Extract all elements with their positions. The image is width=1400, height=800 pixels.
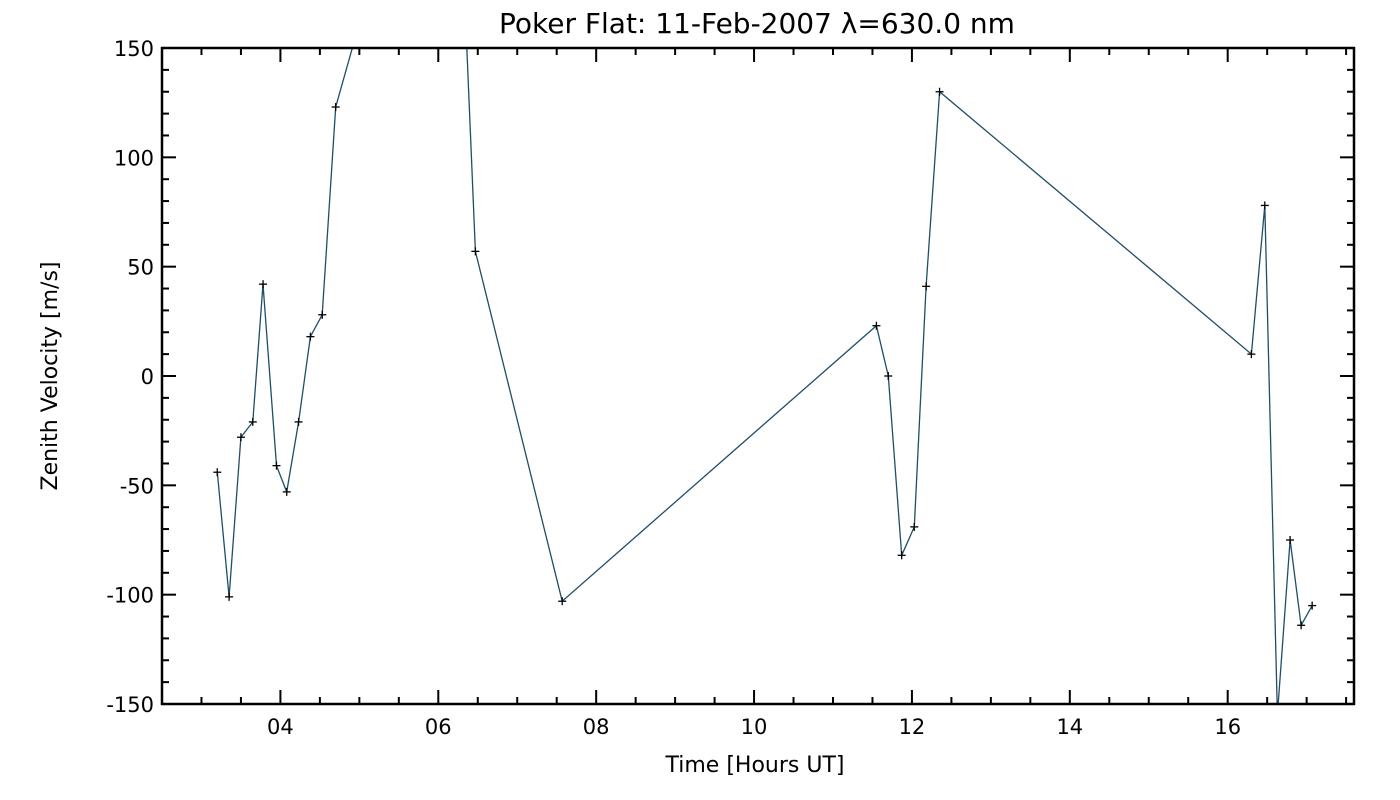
data-point: [213, 468, 222, 477]
data-point: [471, 247, 480, 256]
data-point: [1297, 621, 1306, 630]
data-point: [1247, 350, 1256, 359]
data-point: [558, 597, 567, 606]
data-point: [236, 433, 245, 442]
x-tick-label: 12: [899, 715, 926, 739]
data-point: [282, 487, 291, 496]
data-markers: [213, 22, 1317, 719]
y-tick-label: -100: [106, 584, 154, 608]
plot-frame: [160, 46, 1356, 706]
data-point: [872, 321, 881, 330]
data-point: [922, 282, 931, 291]
x-tick-label: 14: [1056, 715, 1083, 739]
y-tick-label: 150: [114, 37, 154, 61]
data-point: [910, 522, 919, 531]
series-line: [216, 48, 1313, 704]
data-point: [897, 551, 906, 560]
x-tick-label: 16: [1214, 715, 1241, 739]
data-point: [225, 592, 234, 601]
data-point: [259, 280, 268, 289]
axis-ticks: [161, 47, 1354, 705]
data-point: [462, 22, 470, 30]
y-tick-label: 0: [141, 365, 154, 389]
data-point: [331, 103, 340, 112]
y-axis-label: Zenith Velocity [m/s]: [38, 262, 63, 491]
y-tick-label: -50: [120, 474, 154, 498]
data-point: [1308, 601, 1317, 610]
data-point: [294, 417, 303, 426]
chart-title: Poker Flat: 11-Feb-2007 λ=630.0 nm: [499, 7, 1015, 40]
x-tick-label: 04: [267, 715, 294, 739]
y-tick-label: -150: [106, 693, 154, 717]
x-tick-label: 10: [741, 715, 768, 739]
y-tick-label: 100: [114, 146, 154, 170]
data-point: [884, 372, 893, 380]
data-point: [935, 87, 944, 96]
x-axis-label: Time [Hours UT]: [665, 753, 845, 778]
data-point: [1286, 536, 1295, 544]
data-point: [1273, 711, 1281, 719]
y-tick-label: 50: [127, 256, 154, 280]
x-tick-label: 06: [425, 715, 452, 739]
data-point: [272, 461, 281, 470]
x-tick-label: 08: [583, 715, 610, 739]
data-point: [306, 332, 315, 341]
data-point: [248, 417, 257, 426]
tick-labels: 04 06 08 10 12 14 16 -150 -100 -50 0 50 100 150: [106, 37, 1241, 739]
data-point: [1260, 201, 1269, 210]
data-point: [318, 310, 327, 319]
data-point: [351, 33, 359, 41]
